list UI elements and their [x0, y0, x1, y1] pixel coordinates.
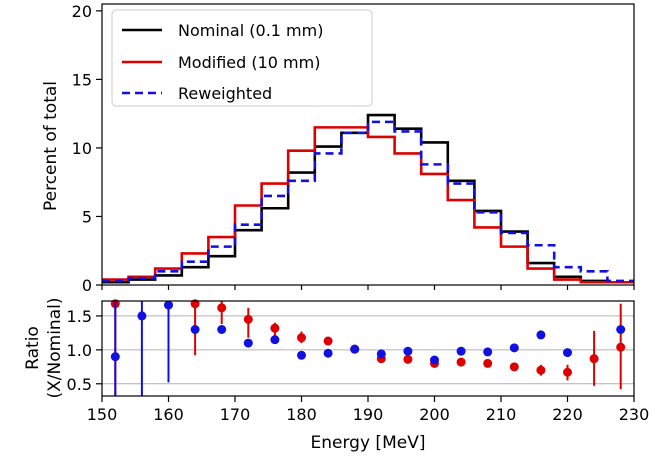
ratio-point-1: [323, 348, 333, 358]
ratio-point-1: [217, 325, 227, 334]
ratio-point-1: [350, 344, 360, 354]
ratio-point-1: [430, 355, 439, 365]
ratio-point-1: [403, 346, 413, 356]
ratio-point-0: [243, 314, 253, 324]
x-tick-label: 230: [619, 405, 650, 424]
top-y-tick-label: 20: [72, 2, 92, 21]
top-y-axis-label: Percent of total: [41, 81, 61, 211]
ratio-point-1: [243, 338, 253, 348]
ratio-panel: 0.5 1.0 1.5 150 160 170 180 190 200 210 220 230 Ra…: [23, 298, 649, 453]
x-tick-label: 150: [87, 405, 118, 424]
top-y-tick-label: 5: [82, 207, 92, 226]
top-y-tick-label: 0: [82, 276, 92, 295]
top-y-tick-label: 15: [72, 70, 92, 89]
ratio-point-0: [563, 367, 572, 377]
x-tick-label: 160: [153, 405, 184, 424]
ratio-point-0: [217, 303, 227, 313]
bottom-x-ticks: 150 160 170 180 190 200 210 220 230: [87, 396, 650, 424]
x-tick-label: 220: [552, 405, 583, 424]
ratio-point-1: [616, 325, 626, 334]
ratio-point-0: [616, 342, 626, 352]
ratio-point-0: [403, 354, 413, 364]
x-tick-label: 200: [419, 405, 450, 424]
histogram-layer: [102, 113, 634, 284]
bottom-y-axis-label-line2: (X/Nominal): [45, 298, 65, 399]
ratio-grid: [102, 315, 634, 385]
ratio-point-0: [536, 365, 546, 375]
legend-label-modified: Modified (10 mm): [178, 53, 320, 72]
ratio-point-1: [536, 330, 546, 340]
histogram-series-1: [102, 126, 634, 284]
ratio-point-1: [509, 343, 519, 353]
ratio-point-0: [456, 357, 466, 367]
legend-box: [111, 9, 373, 107]
ratio-point-1: [376, 349, 386, 359]
ratio-point-1: [110, 352, 120, 362]
bottom-y-tick-label: 1.5: [67, 307, 92, 326]
x-tick-label: 180: [286, 405, 317, 424]
ratio-point-1: [190, 325, 200, 334]
bottom-y-tick-label: 0.5: [67, 375, 92, 394]
ratio-point-0: [323, 336, 333, 346]
ratio-point-1: [164, 300, 173, 310]
legend-label-reweighted: Reweighted: [178, 84, 272, 103]
x-tick-label: 170: [220, 405, 251, 424]
x-tick-label: 210: [486, 405, 517, 424]
ratio-point-0: [589, 354, 599, 364]
x-tick-label: 190: [353, 405, 384, 424]
ratio-point-1: [563, 348, 572, 358]
ratio-point-1: [297, 350, 306, 360]
bottom-y-tick-label: 1.0: [67, 341, 92, 360]
legend: Nominal (0.1 mm) Modified (10 mm) Reweig…: [111, 9, 373, 107]
histogram-series-2: [102, 120, 634, 283]
ratio-point-1: [456, 346, 466, 356]
ratio-point-0: [509, 362, 519, 372]
legend-label-nominal: Nominal (0.1 mm): [178, 21, 323, 40]
bottom-y-ticks: 0.5 1.0 1.5: [67, 307, 102, 394]
ratio-point-1: [137, 311, 147, 321]
ratio-point-0: [270, 323, 280, 333]
distribution-panel: 0 5 10 15 20 Percent of total Nominal (0.1 m…: [41, 2, 635, 295]
bottom-y-axis-label-line1: Ratio: [23, 326, 43, 370]
ratio-point-0: [297, 333, 306, 343]
ratio-point-1: [270, 335, 280, 345]
ratio-point-0: [483, 358, 493, 368]
top-y-ticks: 0 5 10 15 20: [72, 2, 635, 295]
x-axis-label: Energy [MeV]: [311, 433, 426, 453]
top-y-tick-label: 10: [72, 139, 92, 158]
ratio-point-1: [483, 347, 493, 357]
